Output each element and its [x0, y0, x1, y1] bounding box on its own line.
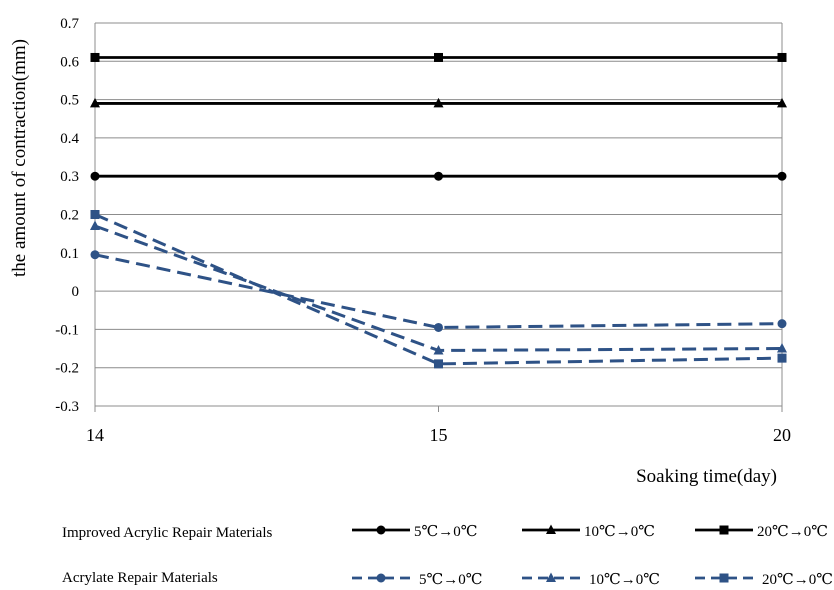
series-acrylate-square — [90, 210, 787, 369]
y-tick-labels: 0.7 0.6 0.5 0.4 0.3 0.2 0.1 0 -0.1 -0.2 -0.3 — [55, 16, 79, 415]
data-point — [433, 97, 444, 108]
y-tick-label: -0.3 — [55, 399, 79, 415]
legend-label: 5℃→0℃ — [419, 572, 483, 588]
data-point — [434, 52, 443, 62]
data-point — [433, 344, 444, 355]
legend-label: 10℃→0℃ — [584, 524, 655, 540]
legend: Improved Acrylic Repair Materials Acryla… — [62, 524, 833, 588]
series-acrylate-triangle — [90, 220, 787, 355]
y-tick-label: 0.4 — [60, 131, 79, 147]
legend-group-label-improved: Improved Acrylic Repair Materials — [62, 525, 273, 541]
legend-label: 10℃→0℃ — [589, 572, 660, 588]
legend-marker — [376, 573, 386, 583]
data-point — [434, 359, 443, 369]
y-tick-label: 0.7 — [60, 16, 79, 32]
legend-marker — [719, 525, 729, 535]
x-tick-label: 20 — [773, 425, 791, 445]
series-line — [94, 213, 783, 366]
data-point — [434, 171, 443, 181]
legend-marker — [719, 573, 729, 583]
legend-marker — [546, 572, 556, 582]
data-point — [777, 52, 787, 62]
x-tick-labels: 14 15 20 — [86, 425, 791, 445]
series-acrylate-circle — [90, 250, 787, 332]
y-tick-label: -0.1 — [55, 322, 79, 338]
data-point — [777, 97, 787, 108]
data-point — [90, 210, 100, 219]
y-tick-label: -0.2 — [55, 361, 79, 377]
data-point — [777, 319, 787, 329]
data-point — [90, 97, 100, 108]
y-tick-label: 0.6 — [60, 54, 79, 70]
data-point — [90, 250, 100, 260]
series-line — [94, 253, 783, 329]
legend-marker — [376, 525, 386, 535]
x-axis-title: Soaking time(day) — [636, 466, 777, 487]
legend-label: 20℃→0℃ — [757, 524, 828, 540]
legend-label: 20℃→0℃ — [762, 572, 833, 588]
series-layer — [90, 52, 787, 369]
data-point — [777, 353, 787, 363]
y-tick-label: 0.2 — [60, 208, 79, 224]
x-tick-label: 14 — [86, 425, 104, 445]
data-point — [90, 171, 100, 181]
series-improved-square — [90, 52, 787, 62]
legend-group-label-acrylate: Acrylate Repair Materials — [62, 570, 218, 586]
y-tick-label: 0.3 — [60, 169, 79, 185]
legend-label: 5℃→0℃ — [414, 524, 478, 540]
legend-marker — [546, 524, 556, 534]
y-tick-label: 0.1 — [60, 246, 79, 262]
series-improved-circle — [90, 171, 787, 181]
y-tick-label: 0.5 — [60, 93, 79, 109]
data-point — [434, 322, 443, 332]
data-point — [777, 343, 787, 353]
series-improved-triangle — [90, 97, 787, 108]
data-point — [90, 52, 100, 62]
y-axis-title: the amount of contraction(mm) — [9, 39, 30, 277]
data-point — [90, 220, 100, 230]
y-tick-label: 0 — [72, 284, 80, 300]
x-tick-label: 15 — [430, 425, 448, 445]
data-point — [777, 171, 787, 181]
